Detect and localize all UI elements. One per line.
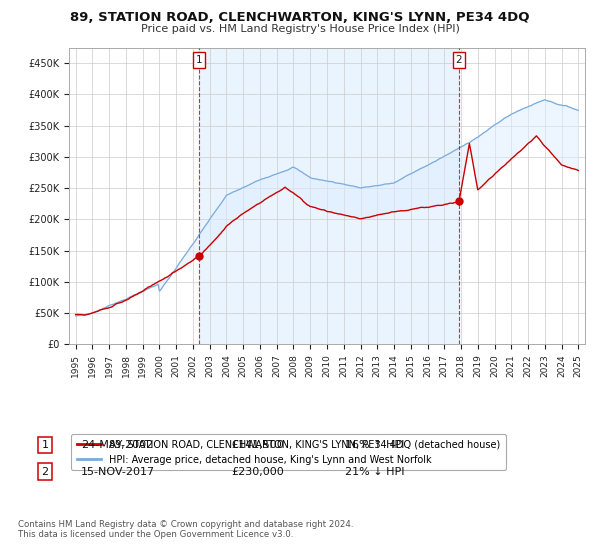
Text: 2: 2	[41, 466, 49, 477]
Text: £230,000: £230,000	[231, 466, 284, 477]
Text: Contains HM Land Registry data © Crown copyright and database right 2024.
This d: Contains HM Land Registry data © Crown c…	[18, 520, 353, 539]
Text: 16% ↑ HPI: 16% ↑ HPI	[345, 440, 404, 450]
Text: 89, STATION ROAD, CLENCHWARTON, KING'S LYNN, PE34 4DQ: 89, STATION ROAD, CLENCHWARTON, KING'S L…	[70, 11, 530, 24]
Text: 2: 2	[455, 55, 462, 65]
Text: £141,500: £141,500	[231, 440, 284, 450]
Text: 21% ↓ HPI: 21% ↓ HPI	[345, 466, 404, 477]
Text: 24-MAY-2002: 24-MAY-2002	[81, 440, 153, 450]
Legend: 89, STATION ROAD, CLENCHWARTON, KING'S LYNN, PE34 4DQ (detached house), HPI: Ave: 89, STATION ROAD, CLENCHWARTON, KING'S L…	[71, 434, 506, 470]
Text: Price paid vs. HM Land Registry's House Price Index (HPI): Price paid vs. HM Land Registry's House …	[140, 24, 460, 34]
Text: 1: 1	[196, 55, 203, 65]
Text: 1: 1	[41, 440, 49, 450]
Bar	[199, 48, 459, 344]
Text: 15-NOV-2017: 15-NOV-2017	[81, 466, 155, 477]
